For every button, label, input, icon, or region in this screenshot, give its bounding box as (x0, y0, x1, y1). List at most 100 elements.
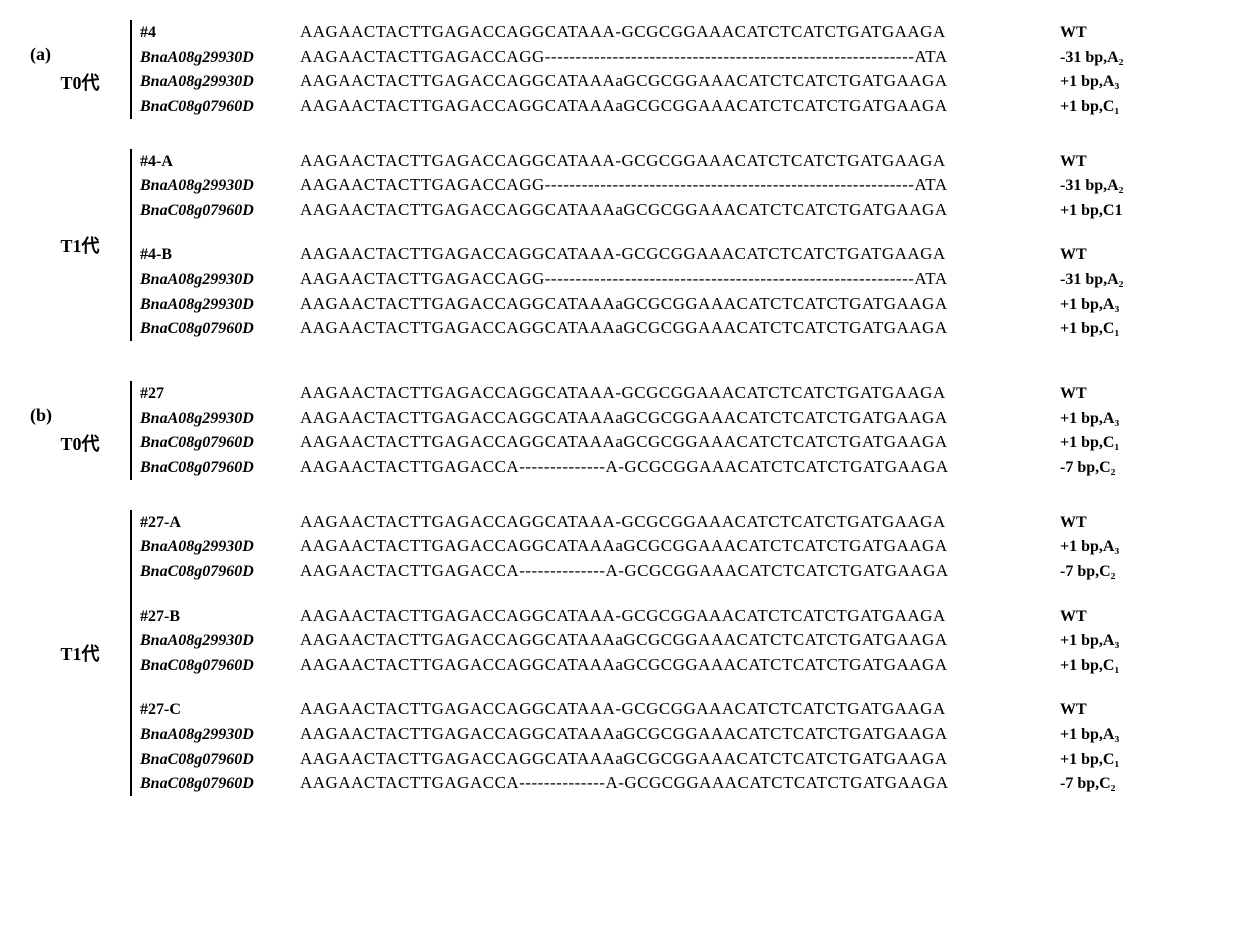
sequence-text: AAGAACTACTTGAGACCAGGCATAAA-GCGCGGAAACATC… (300, 20, 1040, 45)
sequence-row: BnaC08g07960DAAGAACTACTTGAGACCAGGCATAAAa… (140, 94, 1210, 119)
sequence-row: #4-BAAGAACTACTTGAGACCAGGCATAAA-GCGCGGAAA… (140, 242, 1210, 267)
generation-row: T1代 #27-AAAGAACTACTTGAGACCAGGCATAAA-GCGCG… (30, 510, 1210, 796)
sequence-row: #27AAGAACTACTTGAGACCAGGCATAAA-GCGCGGAAAC… (140, 381, 1210, 406)
sequence-row: BnaC08g07960DAAGAACTACTTGAGACCAGGCATAAAa… (140, 653, 1210, 678)
sequence-row: BnaC08g07960DAAGAACTACTTGAGACCAGGCATAAAa… (140, 747, 1210, 772)
panel-label: (b) (30, 405, 130, 426)
sequence-block: #27-CAAGAACTACTTGAGACCAGGCATAAA-GCGCGGAA… (140, 697, 1210, 796)
sequence-block: #27-BAAGAACTACTTGAGACCAGGCATAAA-GCGCGGAA… (140, 604, 1210, 678)
generation-label: T1代 (30, 232, 130, 258)
sequence-block: #4-BAAGAACTACTTGAGACCAGGCATAAA-GCGCGGAAA… (140, 242, 1210, 341)
gene-label: BnaA08g29930D (140, 293, 300, 316)
sequence-text: AAGAACTACTTGAGACCAGGCATAAAaGCGCGGAAACATC… (300, 198, 1040, 223)
sequence-row: BnaA08g29930DAAGAACTACTTGAGACCAGGCATAAAa… (140, 628, 1210, 653)
annotation-text: +1 bp,C₁ (1040, 431, 1119, 454)
gene-label: BnaA08g29930D (140, 629, 300, 652)
sequence-text: AAGAACTACTTGAGACCA--------------A-GCGCGG… (300, 455, 1040, 480)
sequence-row: BnaA08g29930DAAGAACTACTTGAGACCAGG-------… (140, 45, 1210, 70)
sequence-text: AAGAACTACTTGAGACCAGGCATAAA-GCGCGGAAACATC… (300, 697, 1040, 722)
annotation-text: +1 bp,C1 (1040, 199, 1122, 222)
vertical-bar (130, 510, 132, 796)
annotation-text: +1 bp,A₃ (1040, 70, 1119, 93)
generation-label-col: T1代 (30, 640, 130, 666)
sequence-row: BnaC08g07960DAAGAACTACTTGAGACCA---------… (140, 455, 1210, 480)
sequence-text: AAGAACTACTTGAGACCA--------------A-GCGCGG… (300, 771, 1040, 796)
annotation-text: -7 bp,C₂ (1040, 456, 1115, 479)
annotation-text: +1 bp,A₃ (1040, 723, 1119, 746)
annotation-text: +1 bp,C₁ (1040, 95, 1119, 118)
panel-label: (a) (30, 44, 130, 65)
sequence-text: AAGAACTACTTGAGACCAGGCATAAAaGCGCGGAAACATC… (300, 747, 1040, 772)
sequence-block: #27AAGAACTACTTGAGACCAGGCATAAA-GCGCGGAAAC… (140, 381, 1210, 480)
sequence-row: #4AAGAACTACTTGAGACCAGGCATAAA-GCGCGGAAACA… (140, 20, 1210, 45)
sequence-text: AAGAACTACTTGAGACCAGGCATAAAaGCGCGGAAACATC… (300, 316, 1040, 341)
sequence-text: AAGAACTACTTGAGACCAGGCATAAA-GCGCGGAAACATC… (300, 242, 1040, 267)
annotation-text: -31 bp,A₂ (1040, 268, 1123, 291)
figure-root: (a) T0代 #4AAGAACTACTTGAGACCAGGCATAAA-GCGCG… (30, 20, 1210, 796)
blocks-column: #27AAGAACTACTTGAGACCAGGCATAAA-GCGCGGAAAC… (140, 381, 1210, 480)
sequence-text: AAGAACTACTTGAGACCAGG--------------------… (300, 173, 1040, 198)
annotation-text: +1 bp,C₁ (1040, 654, 1119, 677)
sequence-text: AAGAACTACTTGAGACCAGGCATAAA-GCGCGGAAACATC… (300, 604, 1040, 629)
sequence-row: BnaC08g07960DAAGAACTACTTGAGACCAGGCATAAAa… (140, 316, 1210, 341)
gene-label: #27-B (140, 605, 300, 628)
annotation-text: WT (1040, 511, 1087, 534)
generation-label-col: T1代 (30, 232, 130, 258)
gene-label: BnaC08g07960D (140, 654, 300, 677)
annotation-text: WT (1040, 243, 1087, 266)
gene-label: BnaC08g07960D (140, 95, 300, 118)
annotation-text: WT (1040, 382, 1087, 405)
generation-row: (b)T0代 #27AAGAACTACTTGAGACCAGGCATAAA-GCGC… (30, 381, 1210, 480)
sequence-text: AAGAACTACTTGAGACCAGGCATAAAaGCGCGGAAACATC… (300, 534, 1040, 559)
gene-label: BnaC08g07960D (140, 456, 300, 479)
panel: (b)T0代 #27AAGAACTACTTGAGACCAGGCATAAA-GCGC… (30, 381, 1210, 796)
sequence-text: AAGAACTACTTGAGACCAGG--------------------… (300, 267, 1040, 292)
gene-label: BnaC08g07960D (140, 317, 300, 340)
sequence-row: #4-AAAGAACTACTTGAGACCAGGCATAAA-GCGCGGAAA… (140, 149, 1210, 174)
sequence-row: BnaC08g07960DAAGAACTACTTGAGACCA---------… (140, 771, 1210, 796)
sequence-block: #4-AAAGAACTACTTGAGACCAGGCATAAA-GCGCGGAAA… (140, 149, 1210, 223)
generation-label: T0代 (30, 69, 130, 95)
annotation-text: +1 bp,A₃ (1040, 629, 1119, 652)
annotation-text: +1 bp,A₃ (1040, 407, 1119, 430)
annotation-text: WT (1040, 605, 1087, 628)
gene-label: BnaA08g29930D (140, 70, 300, 93)
sequence-text: AAGAACTACTTGAGACCAGGCATAAAaGCGCGGAAACATC… (300, 722, 1040, 747)
sequence-text: AAGAACTACTTGAGACCAGGCATAAAaGCGCGGAAACATC… (300, 628, 1040, 653)
gene-label: BnaC08g07960D (140, 772, 300, 795)
annotation-text: -31 bp,A₂ (1040, 46, 1123, 69)
sequence-text: AAGAACTACTTGAGACCA--------------A-GCGCGG… (300, 559, 1040, 584)
generation-label: T1代 (30, 640, 130, 666)
sequence-row: BnaC08g07960DAAGAACTACTTGAGACCA---------… (140, 559, 1210, 584)
sequence-text: AAGAACTACTTGAGACCAGGCATAAAaGCGCGGAAACATC… (300, 69, 1040, 94)
sequence-block: #4AAGAACTACTTGAGACCAGGCATAAA-GCGCGGAAACA… (140, 20, 1210, 119)
sequence-text: AAGAACTACTTGAGACCAGGCATAAA-GCGCGGAAACATC… (300, 381, 1040, 406)
sequence-row: #27-BAAGAACTACTTGAGACCAGGCATAAA-GCGCGGAA… (140, 604, 1210, 629)
sequence-row: BnaA08g29930DAAGAACTACTTGAGACCAGG-------… (140, 173, 1210, 198)
blocks-column: #4-AAAGAACTACTTGAGACCAGGCATAAA-GCGCGGAAA… (140, 149, 1210, 341)
annotation-text: -7 bp,C₂ (1040, 560, 1115, 583)
sequence-block: #27-AAAGAACTACTTGAGACCAGGCATAAA-GCGCGGAA… (140, 510, 1210, 584)
sequence-text: AAGAACTACTTGAGACCAGGCATAAA-GCGCGGAAACATC… (300, 510, 1040, 535)
gene-label: BnaC08g07960D (140, 431, 300, 454)
annotation-text: +1 bp,A₃ (1040, 535, 1119, 558)
sequence-text: AAGAACTACTTGAGACCAGGCATAAAaGCGCGGAAACATC… (300, 94, 1040, 119)
sequence-row: BnaA08g29930DAAGAACTACTTGAGACCAGGCATAAAa… (140, 722, 1210, 747)
sequence-row: BnaC08g07960DAAGAACTACTTGAGACCAGGCATAAAa… (140, 198, 1210, 223)
gene-label: BnaA08g29930D (140, 535, 300, 558)
annotation-text: WT (1040, 21, 1087, 44)
generation-row: T1代#4-AAAGAACTACTTGAGACCAGGCATAAA-GCGCGG… (30, 149, 1210, 341)
gene-label: BnaA08g29930D (140, 723, 300, 746)
gene-label: BnaC08g07960D (140, 199, 300, 222)
sequence-text: AAGAACTACTTGAGACCAGGCATAAAaGCGCGGAAACATC… (300, 406, 1040, 431)
gene-label: #4-A (140, 150, 300, 173)
gene-label: BnaC08g07960D (140, 560, 300, 583)
vertical-bar (130, 381, 132, 480)
gene-label: BnaA08g29930D (140, 174, 300, 197)
generation-label-col: (b)T0代 (30, 405, 130, 456)
gene-label: #4-B (140, 243, 300, 266)
annotation-text: +1 bp,C₁ (1040, 317, 1119, 340)
sequence-text: AAGAACTACTTGAGACCAGGCATAAA-GCGCGGAAACATC… (300, 149, 1040, 174)
sequence-text: AAGAACTACTTGAGACCAGGCATAAAaGCGCGGAAACATC… (300, 292, 1040, 317)
gene-label: BnaA08g29930D (140, 46, 300, 69)
